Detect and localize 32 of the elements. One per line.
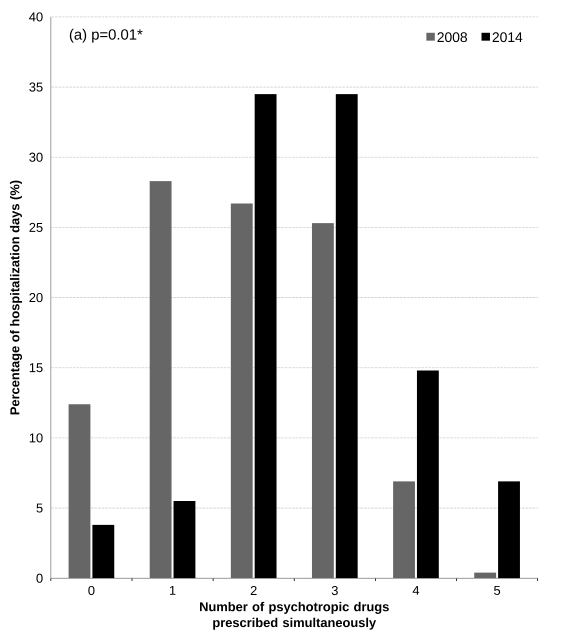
x-tick-label: 1 <box>170 586 176 595</box>
bar <box>416 370 439 578</box>
bar <box>230 204 253 578</box>
x-tick-label: 3 <box>332 586 338 596</box>
legend-label: 2014 <box>492 32 522 42</box>
legend-label: 2008 <box>437 32 467 42</box>
y-tick-label: 20 <box>29 293 43 302</box>
bar <box>68 404 90 578</box>
y-tick-label: 15 <box>30 363 42 372</box>
y-tick-label: 40 <box>29 12 43 22</box>
y-tick-label: 35 <box>29 82 42 92</box>
y-axis-title: Percentage of hospitalization days (%) <box>10 180 22 414</box>
bar <box>312 223 334 578</box>
y-tick-label: 10 <box>30 433 43 442</box>
x-tick-label: 5 <box>494 586 500 595</box>
bar <box>92 524 114 578</box>
y-tick-label: 5 <box>36 504 42 513</box>
x-tick-label: 0 <box>88 586 94 596</box>
y-tick-label: 0 <box>36 574 43 583</box>
bar <box>150 181 172 578</box>
bar <box>474 572 496 578</box>
y-tick-label: 25 <box>29 222 42 232</box>
bar <box>393 481 415 578</box>
bar <box>498 481 520 578</box>
bar <box>254 94 276 578</box>
x-tick-label: 4 <box>412 586 420 595</box>
x-axis-title: Number of psychotropic drugs prescribed simultaneously <box>200 602 389 630</box>
bar <box>173 501 196 578</box>
annotation: (a) p=0.01* <box>70 28 142 43</box>
bar <box>336 94 358 578</box>
x-tick-label: 2 <box>250 586 257 595</box>
y-tick-label: 30 <box>29 152 43 162</box>
